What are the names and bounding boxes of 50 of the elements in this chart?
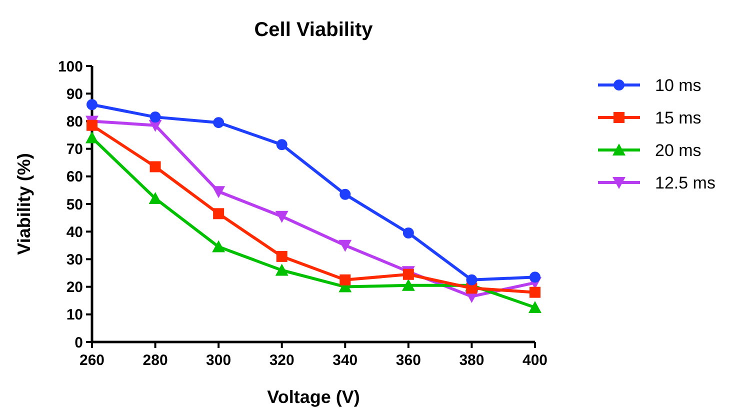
- point: [86, 120, 98, 131]
- legend-label: 12.5 ms: [655, 173, 716, 192]
- point: [338, 240, 352, 252]
- x-tick-label: 320: [269, 352, 294, 369]
- point: [150, 161, 161, 172]
- y-tick-label: 70: [66, 141, 83, 158]
- y-tick-label: 0: [74, 334, 83, 352]
- point: [212, 186, 226, 198]
- x-tick-label: 300: [206, 352, 232, 369]
- point: [340, 274, 351, 286]
- point: [212, 240, 226, 252]
- y-tick-label: 30: [66, 251, 83, 268]
- point: [150, 112, 161, 123]
- x-tick-label: 380: [459, 352, 484, 369]
- x-tick-label: 340: [332, 352, 358, 369]
- point: [402, 278, 415, 291]
- point: [466, 274, 478, 286]
- point: [275, 264, 288, 276]
- point: [213, 208, 224, 220]
- point: [86, 131, 98, 144]
- point: [275, 210, 288, 223]
- y-tick-label: 40: [66, 224, 83, 241]
- x-tick-label: 260: [79, 352, 105, 369]
- x-tick-label: 400: [522, 352, 548, 369]
- point: [276, 250, 288, 262]
- y-tick-label: 10: [66, 306, 83, 324]
- point: [530, 272, 540, 283]
- y-tick-label: 80: [66, 113, 83, 130]
- chart-title: Cell Viability: [254, 19, 374, 41]
- point: [213, 117, 224, 128]
- x-axis-title: Voltage (V): [267, 387, 360, 407]
- point: [148, 192, 162, 204]
- point: [340, 188, 351, 200]
- y-tick-label: 20: [66, 279, 83, 296]
- point: [530, 286, 540, 298]
- x-tick-label: 360: [396, 352, 421, 369]
- y-tick-label: 90: [66, 86, 83, 103]
- point: [402, 227, 414, 238]
- y-axis-title: Viability (%): [14, 153, 34, 255]
- y-tick-label: 50: [66, 196, 83, 214]
- legend-label: 10 ms: [655, 76, 702, 95]
- y-tick-label: 60: [66, 168, 83, 186]
- legend-label: 20 ms: [655, 140, 702, 160]
- x-tick-label: 280: [142, 352, 168, 369]
- point: [528, 301, 542, 313]
- legend-label: 15 ms: [655, 108, 702, 128]
- point: [86, 99, 98, 110]
- point: [276, 139, 288, 150]
- y-tick-label: 100: [58, 58, 83, 76]
- point: [402, 268, 414, 280]
